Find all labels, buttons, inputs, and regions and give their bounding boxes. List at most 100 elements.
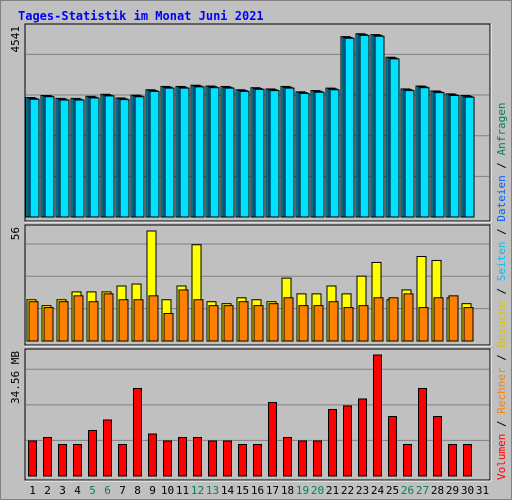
- x-tick-label: 28: [431, 484, 444, 497]
- bar-seiten-day-15: [239, 90, 250, 218]
- x-tick-label: 6: [104, 484, 111, 497]
- x-tick-label: 20: [311, 484, 324, 497]
- bar-seiten-day-5: [89, 97, 100, 218]
- bar-rechner-day-8: [133, 299, 144, 342]
- bar-seiten-day-8: [134, 96, 145, 218]
- bar-seiten-day-25: [389, 58, 400, 218]
- legend-item-besuche: Besuche: [495, 301, 508, 347]
- bar-volumen-day-25: [388, 415, 397, 477]
- bar-seiten-day-11: [179, 87, 190, 218]
- bar-volumen-day-28: [433, 415, 442, 477]
- bar-volumen-day-29: [448, 443, 457, 477]
- bar-seiten-day-30: [464, 96, 475, 218]
- x-tick-label: 1: [29, 484, 36, 497]
- bar-rechner-day-23: [358, 305, 369, 342]
- legend-item-volumen: Volumen: [495, 434, 508, 480]
- x-tick-label: 2: [44, 484, 51, 497]
- bar-rechner-day-5: [88, 301, 99, 342]
- legend-item-dateien: Dateien: [495, 175, 508, 221]
- bar-seiten-day-9: [149, 90, 160, 218]
- bar-volumen-day-23: [358, 398, 367, 477]
- bar-rechner-day-24: [373, 297, 384, 342]
- bar-volumen-day-15: [238, 443, 247, 477]
- bar-volumen-day-1: [28, 440, 37, 477]
- x-tick-label: 29: [446, 484, 459, 497]
- bar-volumen-day-20: [313, 440, 322, 477]
- bar-seiten-day-17: [269, 90, 280, 218]
- bar-seiten-day-1: [29, 98, 40, 218]
- bar-rechner-day-17: [268, 303, 279, 342]
- bar-volumen-day-19: [298, 440, 307, 477]
- x-axis-labels: 1 2 3 4 5 6 7 8 9 10 11 12 13 14 15 16 17 18 19 20 21 22 23 24 2…: [29, 484, 489, 497]
- bar-rechner-day-18: [283, 297, 294, 342]
- x-tick-label: 25: [386, 484, 399, 497]
- x-tick-label: 9: [149, 484, 156, 497]
- bar-rechner-day-3: [58, 301, 69, 342]
- bar-volumen-day-14: [223, 440, 232, 477]
- x-tick-label: 8: [134, 484, 141, 497]
- panel-requests: 4541: [9, 23, 492, 223]
- bar-volumen-day-2: [43, 436, 52, 477]
- x-tick-label: 26: [401, 484, 414, 497]
- x-tick-label: 23: [356, 484, 369, 497]
- bar-seiten-day-3: [59, 99, 70, 218]
- legend-text: Volumen / Rechner / Besuche / Seiten / D…: [495, 102, 508, 480]
- bar-seiten-day-27: [419, 87, 430, 218]
- chart-title: Tages-Statistik im Monat Juni 2021: [18, 9, 264, 23]
- panel-max-label: 4541: [9, 26, 22, 53]
- x-tick-label: 15: [236, 484, 249, 497]
- chart-panels: 4541 56 34.56 MB: [9, 23, 492, 482]
- bar-rechner-day-7: [118, 299, 129, 342]
- bar-seiten-day-24: [374, 35, 385, 218]
- bar-volumen-day-12: [193, 436, 202, 477]
- bar-seiten-day-29: [449, 95, 460, 218]
- bar-rechner-day-21: [328, 301, 339, 342]
- bar-rechner-day-16: [253, 305, 264, 342]
- bar-seiten-day-13: [209, 87, 220, 218]
- bar-seiten-day-4: [74, 99, 85, 218]
- bar-seiten-day-2: [44, 96, 55, 218]
- bar-volumen-day-10: [163, 440, 172, 477]
- bar-seiten-day-18: [284, 87, 295, 218]
- x-tick-label: 11: [176, 484, 189, 497]
- bar-seiten-day-19: [299, 92, 310, 218]
- bar-volumen-day-18: [283, 436, 292, 477]
- x-tick-label: 19: [296, 484, 309, 497]
- x-tick-label: 13: [206, 484, 219, 497]
- bar-rechner-day-10: [163, 313, 174, 342]
- bar-volumen-day-27: [418, 387, 427, 477]
- bar-volumen-day-11: [178, 436, 187, 477]
- bar-rechner-day-15: [238, 301, 249, 342]
- x-tick-label: 5: [89, 484, 96, 497]
- bar-rechner-day-19: [298, 305, 309, 342]
- bar-seiten-day-6: [104, 95, 115, 218]
- legend-separator: /: [495, 414, 508, 434]
- bar-seiten-day-28: [434, 92, 445, 218]
- bar-rechner-day-28: [433, 297, 444, 342]
- bar-rechner-day-26: [403, 293, 414, 342]
- bar-rechner-day-30: [463, 307, 474, 342]
- x-tick-label: 14: [221, 484, 235, 497]
- panel-visits: 56: [9, 224, 492, 347]
- x-tick-label: 3: [59, 484, 66, 497]
- bar-volumen-day-13: [208, 440, 217, 477]
- x-tick-label: 22: [341, 484, 354, 497]
- bar-volumen-day-9: [148, 433, 157, 477]
- panel-max-label: 56: [9, 227, 22, 240]
- bar-seiten-day-23: [359, 34, 370, 218]
- x-tick-label: 31: [476, 484, 489, 497]
- bar-rechner-day-20: [313, 305, 324, 342]
- bar-seiten-day-14: [224, 87, 235, 218]
- x-tick-label: 16: [251, 484, 264, 497]
- bar-volumen-day-8: [133, 387, 142, 477]
- bar-volumen-day-30: [463, 443, 472, 477]
- x-tick-label: 4: [74, 484, 81, 497]
- right-legend: Volumen / Rechner / Besuche / Seiten / D…: [495, 102, 508, 480]
- bar-volumen-day-6: [103, 419, 112, 477]
- bar-rechner-day-13: [208, 305, 219, 342]
- bar-seiten-day-12: [194, 86, 205, 218]
- bar-volumen-day-26: [403, 443, 412, 477]
- legend-separator: /: [495, 348, 508, 368]
- x-tick-label: 24: [371, 484, 385, 497]
- x-tick-label: 12: [191, 484, 204, 497]
